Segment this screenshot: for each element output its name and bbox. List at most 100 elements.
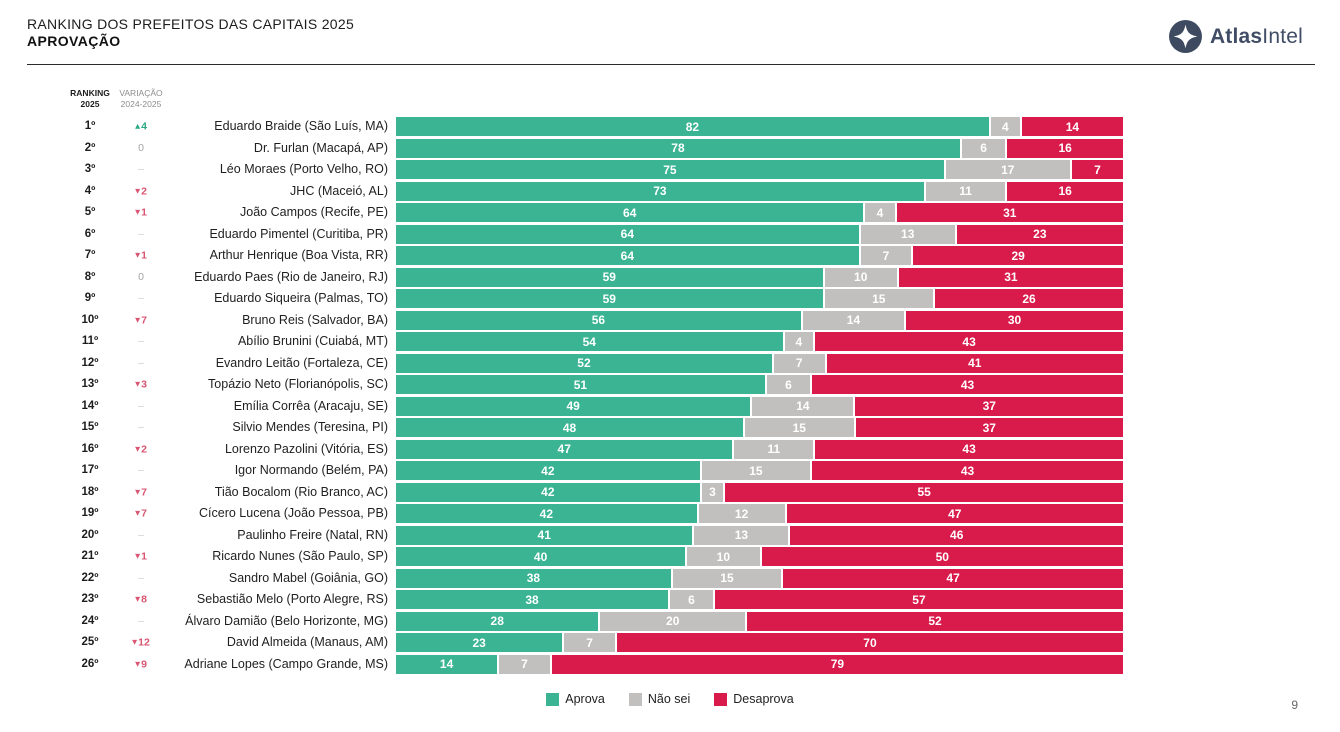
bar-segment-nao-sei: 6 xyxy=(766,375,811,394)
mayor-row: 1º ▲4 Eduardo Braide (São Luís, MA) 82 4 14 xyxy=(0,116,1340,138)
page-number: 9 xyxy=(1291,698,1298,712)
bar-segment-nao-sei: 10 xyxy=(824,267,897,287)
rank-label: 15º xyxy=(81,421,99,433)
bar-segment-desaprova: 47 xyxy=(783,568,1123,588)
variation-down: ▼8 xyxy=(135,593,147,606)
bar-segment-aprova: 64 xyxy=(396,246,859,265)
bar-segment-aprova: 73 xyxy=(396,181,924,201)
rank-label: 25º xyxy=(81,636,99,648)
bar-segment-nao-sei: 20 xyxy=(600,611,746,631)
approval-bar: 47 11 43 xyxy=(396,439,1124,459)
mayor-row: 10º ▼7 Bruno Reis (Salvador, BA) 56 14 30 xyxy=(0,310,1340,332)
mayor-row: 9º – Eduardo Siqueira (Palmas, TO) 59 15 26 xyxy=(0,288,1340,310)
legend-item: Não sei xyxy=(628,692,691,706)
bar-segment-nao-sei: 17 xyxy=(945,160,1070,179)
bar-segment-desaprova: 23 xyxy=(956,224,1123,244)
approval-bar: 56 14 30 xyxy=(396,310,1123,330)
legend-label: Desaprova xyxy=(733,692,794,706)
mayor-name: Evandro Leitão (Fortaleza, CE) xyxy=(215,355,388,370)
arrow-down-icon: ▼ xyxy=(135,552,141,560)
bar-segment-nao-sei: 7 xyxy=(564,633,615,652)
approval-bar: 42 15 43 xyxy=(396,461,1123,480)
variation-none: – xyxy=(138,464,144,476)
bar-segment-nao-sei: 14 xyxy=(802,310,905,330)
variation-down: ▼7 xyxy=(135,314,147,326)
bar-segment-desaprova: 41 xyxy=(826,353,1123,373)
bar-segment-nao-sei: 6 xyxy=(961,138,1006,158)
mayor-name: Eduardo Siqueira (Palmas, TO) xyxy=(214,291,388,305)
bar-segment-nao-sei: 15 xyxy=(824,289,934,308)
bar-segment-desaprova: 37 xyxy=(855,418,1124,437)
rank-label: 13º xyxy=(81,378,99,390)
bar-segment-aprova: 64 xyxy=(396,203,864,222)
bar-segment-desaprova: 52 xyxy=(747,611,1123,631)
rank-label: 12º xyxy=(81,356,99,369)
bar-segment-nao-sei: 15 xyxy=(745,418,854,437)
arrow-down-icon: ▼ xyxy=(135,595,141,603)
mayor-row: 5º ▼1 João Campos (Recife, PE) 64 4 31 xyxy=(0,202,1340,224)
bar-segment-desaprova: 55 xyxy=(725,482,1123,502)
legend-label: Não sei xyxy=(647,692,691,706)
rank-label: 5º xyxy=(84,206,96,218)
mayor-row: 22º – Sandro Mabel (Goiânia, GO) 38 15 47 xyxy=(0,568,1340,590)
mayor-row: 2º 0 Dr. Furlan (Macapá, AP) 78 6 16 xyxy=(0,138,1340,160)
rank-label: 26º xyxy=(81,657,99,670)
bar-segment-nao-sei: 6 xyxy=(670,590,713,609)
arrow-down-icon: ▼ xyxy=(135,251,141,259)
bar-segment-nao-sei: 4 xyxy=(865,203,895,222)
bar-segment-aprova: 14 xyxy=(396,654,498,674)
variation-none: – xyxy=(138,528,144,541)
variation-down: ▼1 xyxy=(135,550,147,563)
mayor-name: Dr. Furlan (Macapá, AP) xyxy=(253,140,388,155)
approval-bar: 52 7 41 xyxy=(396,353,1123,373)
title-block: RANKING DOS PREFEITOS DAS CAPITAIS 2025 … xyxy=(27,16,354,50)
rank-label: 4º xyxy=(84,184,96,197)
header-divider xyxy=(27,64,1315,65)
legend: Aprova Não sei Desaprova xyxy=(0,692,1340,706)
mayor-row: 19º ▼7 Cícero Lucena (João Pessoa, PB) 42 12… xyxy=(0,503,1340,525)
mayor-row: 17º – Igor Normando (Belém, PA) 42 15 43 xyxy=(0,460,1340,482)
bar-segment-nao-sei: 15 xyxy=(672,568,782,588)
bar-segment-aprova: 42 xyxy=(396,482,700,502)
bar-segment-desaprova: 43 xyxy=(815,332,1123,351)
rank-label: 9º xyxy=(84,292,96,304)
mayor-name: Lorenzo Pazolini (Vitória, ES) xyxy=(224,441,388,456)
arrow-down-icon: ▼ xyxy=(135,315,141,324)
bar-segment-desaprova: 16 xyxy=(1007,138,1123,158)
approval-bar: 75 17 7 xyxy=(396,160,1124,179)
variation-none: – xyxy=(138,571,144,584)
mayor-name: Sandro Mabel (Goiânia, GO) xyxy=(228,570,388,585)
rank-label: 17º xyxy=(81,464,99,476)
approval-bar: 82 4 14 xyxy=(396,117,1123,136)
ranking-rows: 1º ▲4 Eduardo Braide (São Luís, MA) 82 4 14 2º… xyxy=(0,116,1340,675)
approval-bar: 38 15 47 xyxy=(396,568,1123,588)
mayor-row: 21º ▼1 Ricardo Nunes (São Paulo, SP) 40 10 50 xyxy=(0,546,1340,568)
bar-segment-aprova: 38 xyxy=(396,590,669,609)
mayor-row: 14º – Emília Corrêa (Aracaju, SE) 49 14 37 xyxy=(0,396,1340,418)
mayor-name: Igor Normando (Belém, PA) xyxy=(234,463,388,477)
variation-down: ▼12 xyxy=(132,636,150,649)
mayor-row: 18º ▼7 Tião Bocalom (Rio Branco, AC) 42 3 55 xyxy=(0,482,1340,504)
bar-segment-aprova: 64 xyxy=(396,224,859,244)
legend-swatch xyxy=(546,692,560,706)
bar-segment-nao-sei: 14 xyxy=(752,396,854,416)
legend-swatch xyxy=(628,692,642,706)
variation-zero: 0 xyxy=(138,270,144,283)
atlasintel-logo-icon xyxy=(1168,19,1203,54)
bar-segment-aprova: 75 xyxy=(396,160,944,179)
variation-none: – xyxy=(138,399,144,412)
rank-label: 2º xyxy=(84,141,96,154)
variation-up: ▲4 xyxy=(135,120,147,133)
bar-segment-nao-sei: 13 xyxy=(860,224,955,244)
bar-segment-desaprova: 7 xyxy=(1071,160,1124,179)
approval-bar: 73 11 16 xyxy=(396,181,1124,201)
bar-segment-desaprova: 26 xyxy=(935,289,1123,308)
bar-segment-nao-sei: 10 xyxy=(687,547,760,566)
arrow-down-icon: ▼ xyxy=(135,487,141,496)
bar-segment-nao-sei: 11 xyxy=(925,181,1006,201)
rank-label: 3º xyxy=(84,163,96,175)
mayor-row: 25º ▼12 David Almeida (Manaus, AM) 23 7 70 xyxy=(0,632,1340,654)
bar-segment-nao-sei: 7 xyxy=(773,353,825,373)
mayor-name: Paulinho Freire (Natal, RN) xyxy=(237,527,388,542)
